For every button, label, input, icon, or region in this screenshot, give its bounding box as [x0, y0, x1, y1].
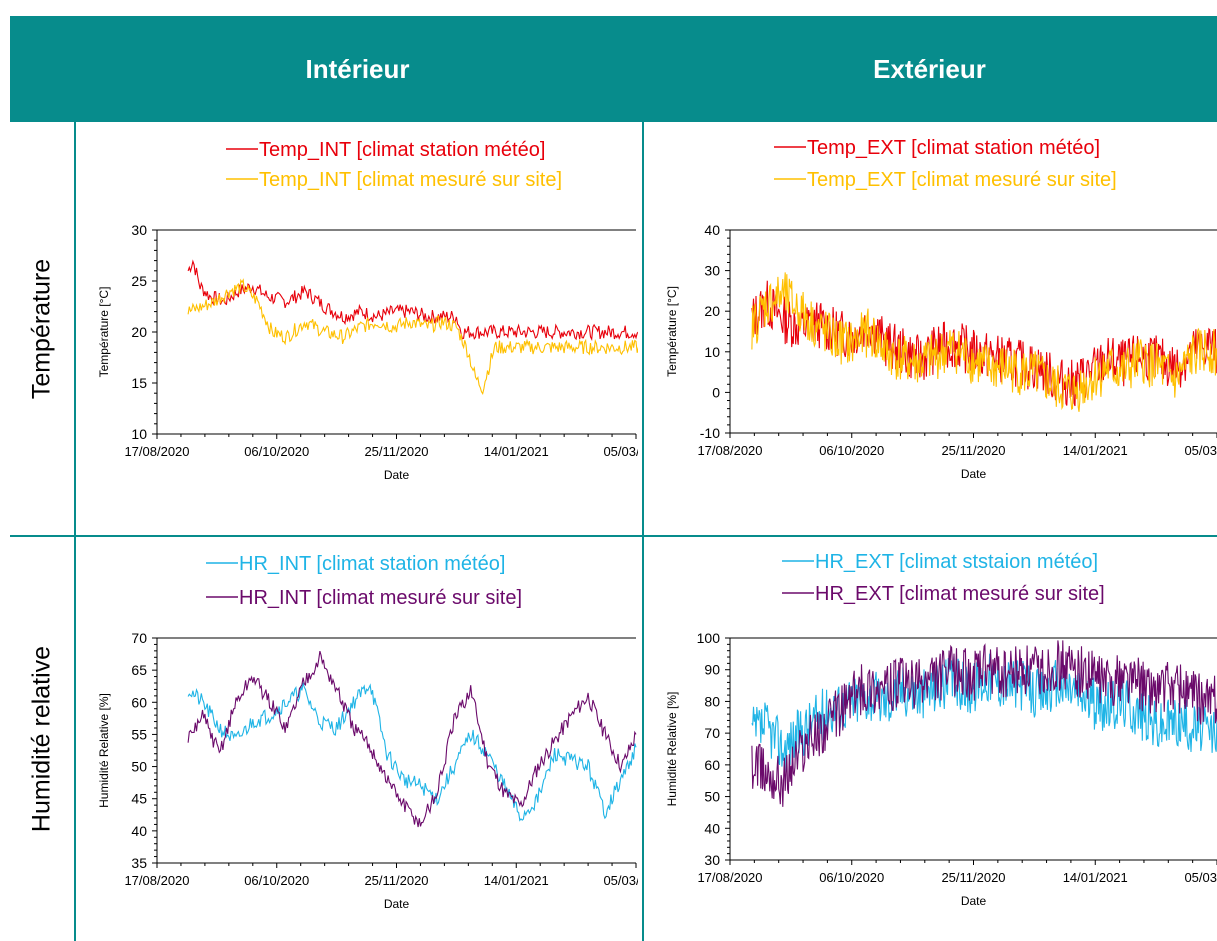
column-divider-left: [74, 122, 76, 941]
x-tick-label: 14/01/2021: [484, 873, 549, 888]
y-tick-label: 10: [131, 426, 147, 442]
legend-label-1: Temp_EXT [climat station météo]: [807, 137, 1100, 159]
x-tick-label: 14/01/2021: [1063, 443, 1128, 458]
y-tick-label: 65: [131, 662, 147, 678]
y-axis-title: Température [°C]: [97, 287, 111, 378]
x-tick-label: 05/03/2021: [1184, 870, 1217, 885]
chart-temp-int: 10 15 20 25 30 17/08/2020 06/10/2020 25/11/2020…: [97, 139, 638, 482]
x-tick-label: 17/08/2020: [697, 443, 762, 458]
x-axis-title: Date: [961, 894, 987, 908]
series-line-1: [751, 280, 1217, 407]
y-tick-label: 40: [131, 823, 147, 839]
y-tick-label: 45: [131, 791, 147, 807]
x-tick-label: 06/10/2020: [244, 873, 309, 888]
x-tick-label: 25/11/2020: [941, 443, 1005, 458]
series-line-2: [187, 278, 638, 395]
x-tick-label: 25/11/2020: [364, 444, 428, 459]
x-tick-label: 05/03/2021: [603, 444, 638, 459]
comparison-table: Intérieur Extérieur Température Humidité…: [10, 16, 1217, 941]
y-tick-label: 35: [131, 855, 147, 871]
row-label-temperature: Température: [27, 258, 56, 400]
y-tick-label: 30: [704, 263, 720, 279]
x-tick-label: 05/03/2021: [1184, 443, 1217, 458]
legend-label-1: HR_EXT [climat ststaion météo]: [815, 551, 1098, 573]
row-divider: [10, 535, 1217, 537]
series-line-1: [187, 259, 638, 341]
y-tick-label: 30: [131, 222, 147, 238]
y-tick-label: 0: [712, 384, 720, 400]
legend-label-2: Temp_INT [climat mesuré sur site]: [259, 169, 562, 191]
x-tick-label: 17/08/2020: [697, 870, 762, 885]
y-tick-label: 80: [704, 693, 720, 709]
legend-label-2: Temp_EXT [climat mesuré sur site]: [807, 169, 1117, 191]
x-tick-label: 06/10/2020: [819, 443, 884, 458]
y-tick-label: 20: [131, 324, 147, 340]
x-axis-title: Date: [384, 897, 410, 911]
y-tick-label: 60: [131, 694, 147, 710]
legend-label-1: HR_INT [climat station météo]: [239, 553, 505, 575]
y-tick-label: 55: [131, 726, 147, 742]
x-axis-title: Date: [384, 468, 410, 482]
y-tick-label: 50: [131, 759, 147, 775]
y-tick-label: 100: [697, 630, 721, 646]
legend-label-1: Temp_INT [climat station météo]: [259, 139, 545, 161]
y-tick-label: 50: [704, 789, 720, 805]
x-tick-label: 17/08/2020: [124, 444, 189, 459]
row-label-humidite: Humidité relative: [27, 645, 56, 833]
x-tick-label: 06/10/2020: [244, 444, 309, 459]
x-tick-label: 06/10/2020: [819, 870, 884, 885]
y-tick-label: 30: [704, 852, 720, 868]
x-tick-label: 17/08/2020: [124, 873, 189, 888]
series-line-1: [187, 682, 637, 822]
y-axis-title: Température [°C]: [665, 286, 679, 377]
chart-hr-int: 35 40 45 50 55 60 65 70 17/08/2020 06/10/2020 25/1…: [97, 553, 638, 911]
y-tick-label: 40: [704, 820, 720, 836]
chart-hr-ext: 30 40 50 60 70 80 90 100 17/08/2020 06/10/2020 25/…: [665, 551, 1217, 908]
y-tick-label: 70: [131, 630, 147, 646]
legend-label-2: HR_INT [climat mesuré sur site]: [239, 587, 522, 609]
x-tick-label: 05/03/2021: [603, 873, 638, 888]
y-axis-title: Humidité Relative [%]: [665, 692, 679, 807]
y-axis-title: Humidité Relative [%]: [97, 693, 111, 808]
y-tick-label: -10: [700, 425, 720, 441]
y-tick-label: 20: [704, 303, 720, 319]
x-tick-label: 14/01/2021: [1063, 870, 1128, 885]
series-line-2: [751, 640, 1217, 807]
y-tick-label: 10: [704, 344, 720, 360]
table-header: [10, 16, 1217, 122]
x-axis-title: Date: [961, 467, 987, 481]
column-divider-middle: [642, 122, 644, 941]
y-tick-label: 25: [131, 273, 147, 289]
y-tick-label: 40: [704, 222, 720, 238]
header-exterieur: Extérieur: [873, 54, 986, 84]
y-tick-label: 60: [704, 757, 720, 773]
y-tick-label: 15: [131, 375, 147, 391]
header-interieur: Intérieur: [305, 54, 410, 84]
y-tick-label: 90: [704, 662, 720, 678]
series-line-2: [187, 650, 637, 828]
x-tick-label: 25/11/2020: [941, 870, 1005, 885]
chart-temp-ext: -10 0 10 20 30 40 17/08/2020 06/10/2020 25/11/20…: [665, 137, 1217, 481]
x-tick-label: 14/01/2021: [484, 444, 549, 459]
x-tick-label: 25/11/2020: [364, 873, 428, 888]
y-tick-label: 70: [704, 725, 720, 741]
series-line-2: [751, 272, 1217, 412]
legend-label-2: HR_EXT [climat mesuré sur site]: [815, 583, 1105, 605]
